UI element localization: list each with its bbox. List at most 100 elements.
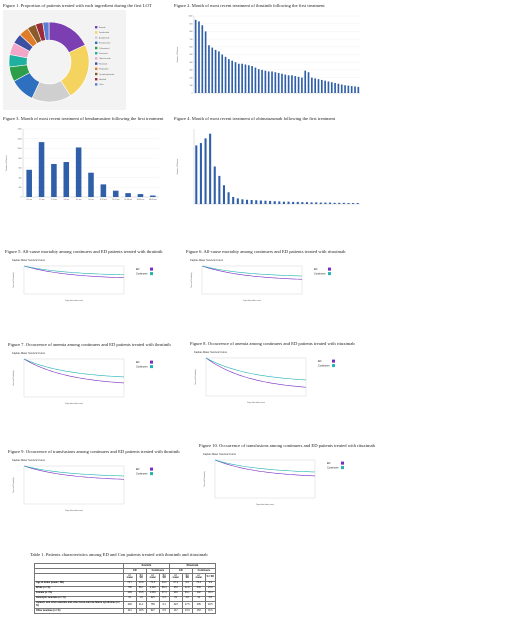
bar (352, 203, 355, 204)
bar (301, 77, 303, 93)
plot-frame (23, 358, 125, 398)
bar (221, 54, 224, 93)
table-column-header: % / SD (181, 572, 193, 582)
km2-panel: Kaplan-Meier Survival Curve Survival Prob… (8, 349, 168, 409)
bar (347, 203, 350, 204)
legend-swatch (95, 67, 98, 70)
bar (338, 202, 341, 204)
legend-label: Chlorambucil (99, 48, 110, 50)
km0-caption: Figure 5. All-cause mortality among cont… (5, 249, 163, 254)
bar (26, 169, 32, 197)
bar (228, 59, 230, 93)
bar (232, 196, 235, 204)
fig1-caption: Figure 1. Proportion of patients treated… (3, 3, 152, 8)
fig1-pie-chart: Ibrutinib Zanubrutinib Acalabrutinib Bendam… (8, 21, 114, 103)
x-tick-label: 2-3 mo (51, 199, 57, 201)
legend-label: ED (318, 360, 322, 363)
legend-swatch (332, 364, 335, 368)
bar (317, 79, 320, 93)
km-title: Kaplan-Meier Survival Curve (12, 351, 46, 355)
km3-plot: Kaplan-Meier Survival Curve Survival Prob… (194, 350, 335, 404)
bar (310, 202, 313, 204)
legend-swatch (341, 461, 344, 465)
table-sub-header: Continuers (145, 567, 170, 574)
bar (150, 195, 156, 197)
bar (63, 162, 70, 197)
y-tick-label: 700 (190, 39, 193, 41)
legend-label: Continuers (318, 365, 330, 368)
bar (257, 69, 260, 93)
bar (264, 70, 267, 93)
table-cell: 1.6 (135, 595, 147, 602)
km3-panel: Kaplan-Meier Survival Curve Survival Prob… (190, 348, 350, 408)
x-tick-label: 36-48 mo (137, 199, 145, 201)
bar (213, 166, 216, 204)
bar (356, 203, 359, 204)
bar (227, 192, 230, 204)
bar (211, 47, 214, 93)
table-cell: 21.1 (135, 600, 147, 610)
legend-swatch (95, 78, 98, 81)
bar (347, 85, 350, 93)
km1-panel: Kaplan-Meier Survival Curve Survival Prob… (186, 256, 346, 306)
km-title: Kaplan-Meier Survival Curve (194, 350, 228, 354)
table-column-header: % / SD (158, 572, 170, 582)
legend-label: ED (314, 268, 318, 271)
bar (218, 175, 221, 204)
table-cell: 927 (145, 608, 160, 615)
table-cell: 18.5 (204, 600, 217, 610)
y-tick-label: 0 (192, 93, 193, 95)
bar (333, 202, 336, 204)
bar (337, 83, 340, 93)
y-tick-label: 500 (190, 54, 193, 56)
bar (284, 74, 287, 93)
bar (277, 72, 280, 93)
km-title: Kaplan-Meier Survival Curve (12, 458, 46, 462)
km3-caption: Figure 8. Occurrence of anemia among con… (190, 341, 355, 346)
table-row: Other anemias (n / %) 241 18.5 927 6.5 147 13.… (34, 608, 217, 615)
km5-panel: Kaplan-Meier Survival Curve Survival Prob… (199, 450, 359, 510)
pie-slice (42, 21, 50, 41)
bar (234, 62, 237, 93)
table-column-header: n / mean (145, 572, 160, 582)
plot-frame (23, 465, 125, 505)
bar (261, 69, 263, 93)
legend-label: Acalabrutinib (99, 36, 109, 39)
continuers-curve (201, 265, 303, 277)
bar (324, 202, 327, 204)
y-axis-label: Survival Probability (203, 471, 206, 486)
legend-label: Continuers (327, 467, 339, 470)
table-cell: 3.8 (204, 595, 217, 602)
bar (354, 86, 356, 93)
bar (75, 147, 82, 197)
bar (273, 201, 276, 204)
km-title: Kaplan-Meier Survival Curve (12, 258, 46, 262)
bar (278, 201, 281, 204)
km5-plot: Kaplan-Meier Survival Curve Survival Prob… (203, 452, 344, 506)
bar (214, 49, 217, 93)
bar (208, 45, 210, 93)
legend-label: Continuers (136, 473, 148, 476)
legend-label: ED (327, 462, 331, 465)
fig3-bar-chart: 0 200 400 600 800 1000 1200 1400 Number of Patie… (5, 129, 159, 201)
legend-label: Fludarabine (99, 69, 109, 71)
km1-caption: Figure 6. All-cause mortality among cont… (186, 249, 346, 254)
bar (137, 194, 144, 197)
table-column-header: % / SD (135, 572, 147, 582)
table-cell: 17.5 (181, 600, 193, 610)
bar (350, 86, 353, 93)
bar (247, 65, 250, 93)
legend-label: Continuers (314, 273, 326, 276)
legend-swatch (328, 272, 331, 276)
y-tick-label: 1000 (18, 148, 22, 150)
bar (287, 75, 290, 93)
km1-plot: Kaplan-Meier Survival Curve Survival Prob… (190, 258, 331, 302)
y-tick-label: 0 (21, 197, 22, 199)
y-axis-label: Survival Probability (190, 272, 193, 287)
legend-swatch (95, 26, 98, 29)
x-tick-label: 1-2 mo (39, 199, 45, 201)
ed-curve (214, 459, 316, 477)
bar (330, 82, 333, 93)
legend-label: Continuers (136, 273, 148, 276)
bar (287, 201, 290, 204)
